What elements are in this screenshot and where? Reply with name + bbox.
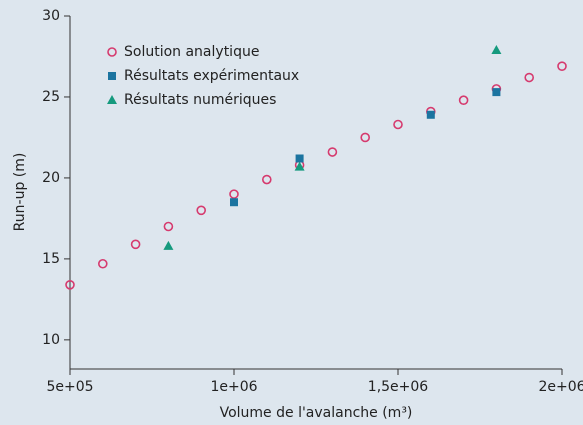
y-tick-label: 20 bbox=[42, 170, 60, 186]
point bbox=[65, 279, 75, 290]
y-tick-label: 15 bbox=[42, 251, 60, 267]
point bbox=[230, 198, 238, 207]
point bbox=[261, 174, 272, 185]
point bbox=[360, 132, 371, 143]
legend-marker bbox=[107, 95, 117, 104]
point bbox=[163, 221, 174, 232]
point bbox=[426, 110, 435, 119]
y-tick-label: 10 bbox=[42, 332, 60, 348]
x-tick-label: 1e+06 bbox=[210, 379, 257, 395]
x-axis-label: Volume de l'avalanche (m³) bbox=[220, 405, 413, 421]
y-tick-label: 30 bbox=[42, 8, 60, 24]
point bbox=[492, 88, 501, 97]
point bbox=[98, 258, 108, 269]
point bbox=[163, 240, 174, 250]
point bbox=[458, 95, 469, 106]
legend-marker bbox=[108, 72, 116, 80]
point bbox=[491, 45, 502, 55]
legend-marker bbox=[107, 47, 117, 57]
y-axis-label: Run-up (m) bbox=[12, 153, 28, 232]
legend-label: Résultats numériques bbox=[124, 92, 276, 108]
x-tick-label: 2e+06 bbox=[538, 379, 583, 395]
legend-label: Résultats expérimentaux bbox=[124, 68, 299, 84]
x-tick-label: 1,5e+06 bbox=[368, 379, 429, 395]
point bbox=[294, 161, 305, 171]
point bbox=[327, 147, 338, 157]
point bbox=[130, 239, 141, 250]
point bbox=[393, 119, 403, 130]
x-tick-label: 5e+05 bbox=[46, 379, 93, 395]
y-tick-label: 25 bbox=[42, 89, 60, 105]
point bbox=[524, 72, 535, 83]
point bbox=[229, 189, 239, 199]
point bbox=[295, 154, 304, 163]
point bbox=[196, 205, 206, 216]
legend-label: Solution analytique bbox=[124, 44, 259, 60]
point bbox=[557, 61, 567, 71]
